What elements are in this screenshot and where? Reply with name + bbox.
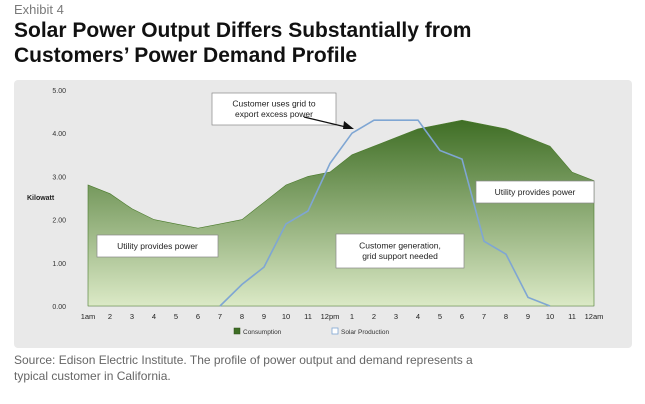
x-tick-label: 2: [372, 312, 376, 321]
source-line-1: Source: Edison Electric Institute. The p…: [14, 353, 473, 367]
x-tick-label: 5: [438, 312, 442, 321]
x-tick-label: 3: [394, 312, 398, 321]
y-tick-label: 2.00: [52, 218, 66, 225]
legend-swatch-solar: [331, 327, 339, 335]
x-tick-label: 3: [130, 312, 134, 321]
legend-label: Solar Production: [341, 329, 389, 336]
annotation-text: Customer uses grid to: [232, 99, 315, 109]
annotation-text: grid support needed: [362, 251, 438, 261]
x-tick-label: 2: [108, 312, 112, 321]
y-tick-label: 5.00: [52, 88, 66, 95]
source-note: Source: Edison Electric Institute. The p…: [14, 352, 634, 384]
annotation-text: Customer generation,: [359, 241, 441, 251]
legend-swatch-consumption: [233, 327, 241, 335]
source-line-2: typical customer in California.: [14, 369, 171, 383]
x-tick-label: 7: [218, 312, 222, 321]
y-tick-label: 3.00: [52, 174, 66, 181]
annotation-arrow: [303, 116, 351, 129]
x-tick-label: 6: [196, 312, 200, 321]
y-tick-label: 4.00: [52, 131, 66, 138]
annotation-text: Utility provides power: [117, 241, 198, 251]
x-tick-label: 9: [262, 312, 266, 321]
y-axis-label: Kilowatt: [27, 195, 55, 202]
solar-production-line: [219, 119, 551, 307]
x-tick-label: 8: [240, 312, 244, 321]
consumption-area: [87, 119, 595, 307]
annotation-text: Utility provides power: [495, 187, 576, 197]
x-tick-label: 10: [546, 312, 554, 321]
x-tick-label: 8: [504, 312, 508, 321]
x-tick-label: 1: [350, 312, 354, 321]
x-tick-label: 10: [282, 312, 290, 321]
x-tick-label: 6: [460, 312, 464, 321]
x-tick-label: 1am: [81, 312, 96, 321]
exhibit-label: Exhibit 4: [14, 2, 64, 17]
annotation-box: Utility provides power: [96, 234, 219, 258]
x-tick-label: 5: [174, 312, 178, 321]
chart-panel: 0.00 1.00 2.00 3.00 4.00 5.00 Kilowatt 1am 2 3 4 5 6…: [14, 80, 632, 348]
chart-headline: Solar Power Output Differs Substantially…: [14, 18, 634, 68]
x-tick-label: 11: [568, 312, 576, 321]
x-tick-label: 12am: [585, 312, 604, 321]
headline-line-2: Customers’ Power Demand Profile: [14, 44, 358, 67]
x-tick-label: 11: [304, 312, 312, 321]
arrow-head-icon: [343, 121, 354, 129]
x-tick-label: 12pm: [321, 312, 340, 321]
x-tick-label: 9: [526, 312, 530, 321]
chart-svg: 0.00 1.00 2.00 3.00 4.00 5.00 Kilowatt 1am 2 3 4 5 6…: [27, 88, 604, 336]
x-tick-label: 4: [416, 312, 420, 321]
annotation-text: export excess power: [235, 109, 313, 119]
headline-line-1: Solar Power Output Differs Substantially…: [14, 19, 472, 42]
annotation-box: Utility provides power: [475, 180, 595, 204]
annotation-box: Customer generation,grid support needed: [335, 233, 465, 269]
x-tick-label: 7: [482, 312, 486, 321]
x-tick-label: 4: [152, 312, 156, 321]
legend-label: Consumption: [243, 329, 282, 336]
y-tick-label: 1.00: [52, 261, 66, 268]
y-tick-label: 0.00: [52, 304, 66, 311]
